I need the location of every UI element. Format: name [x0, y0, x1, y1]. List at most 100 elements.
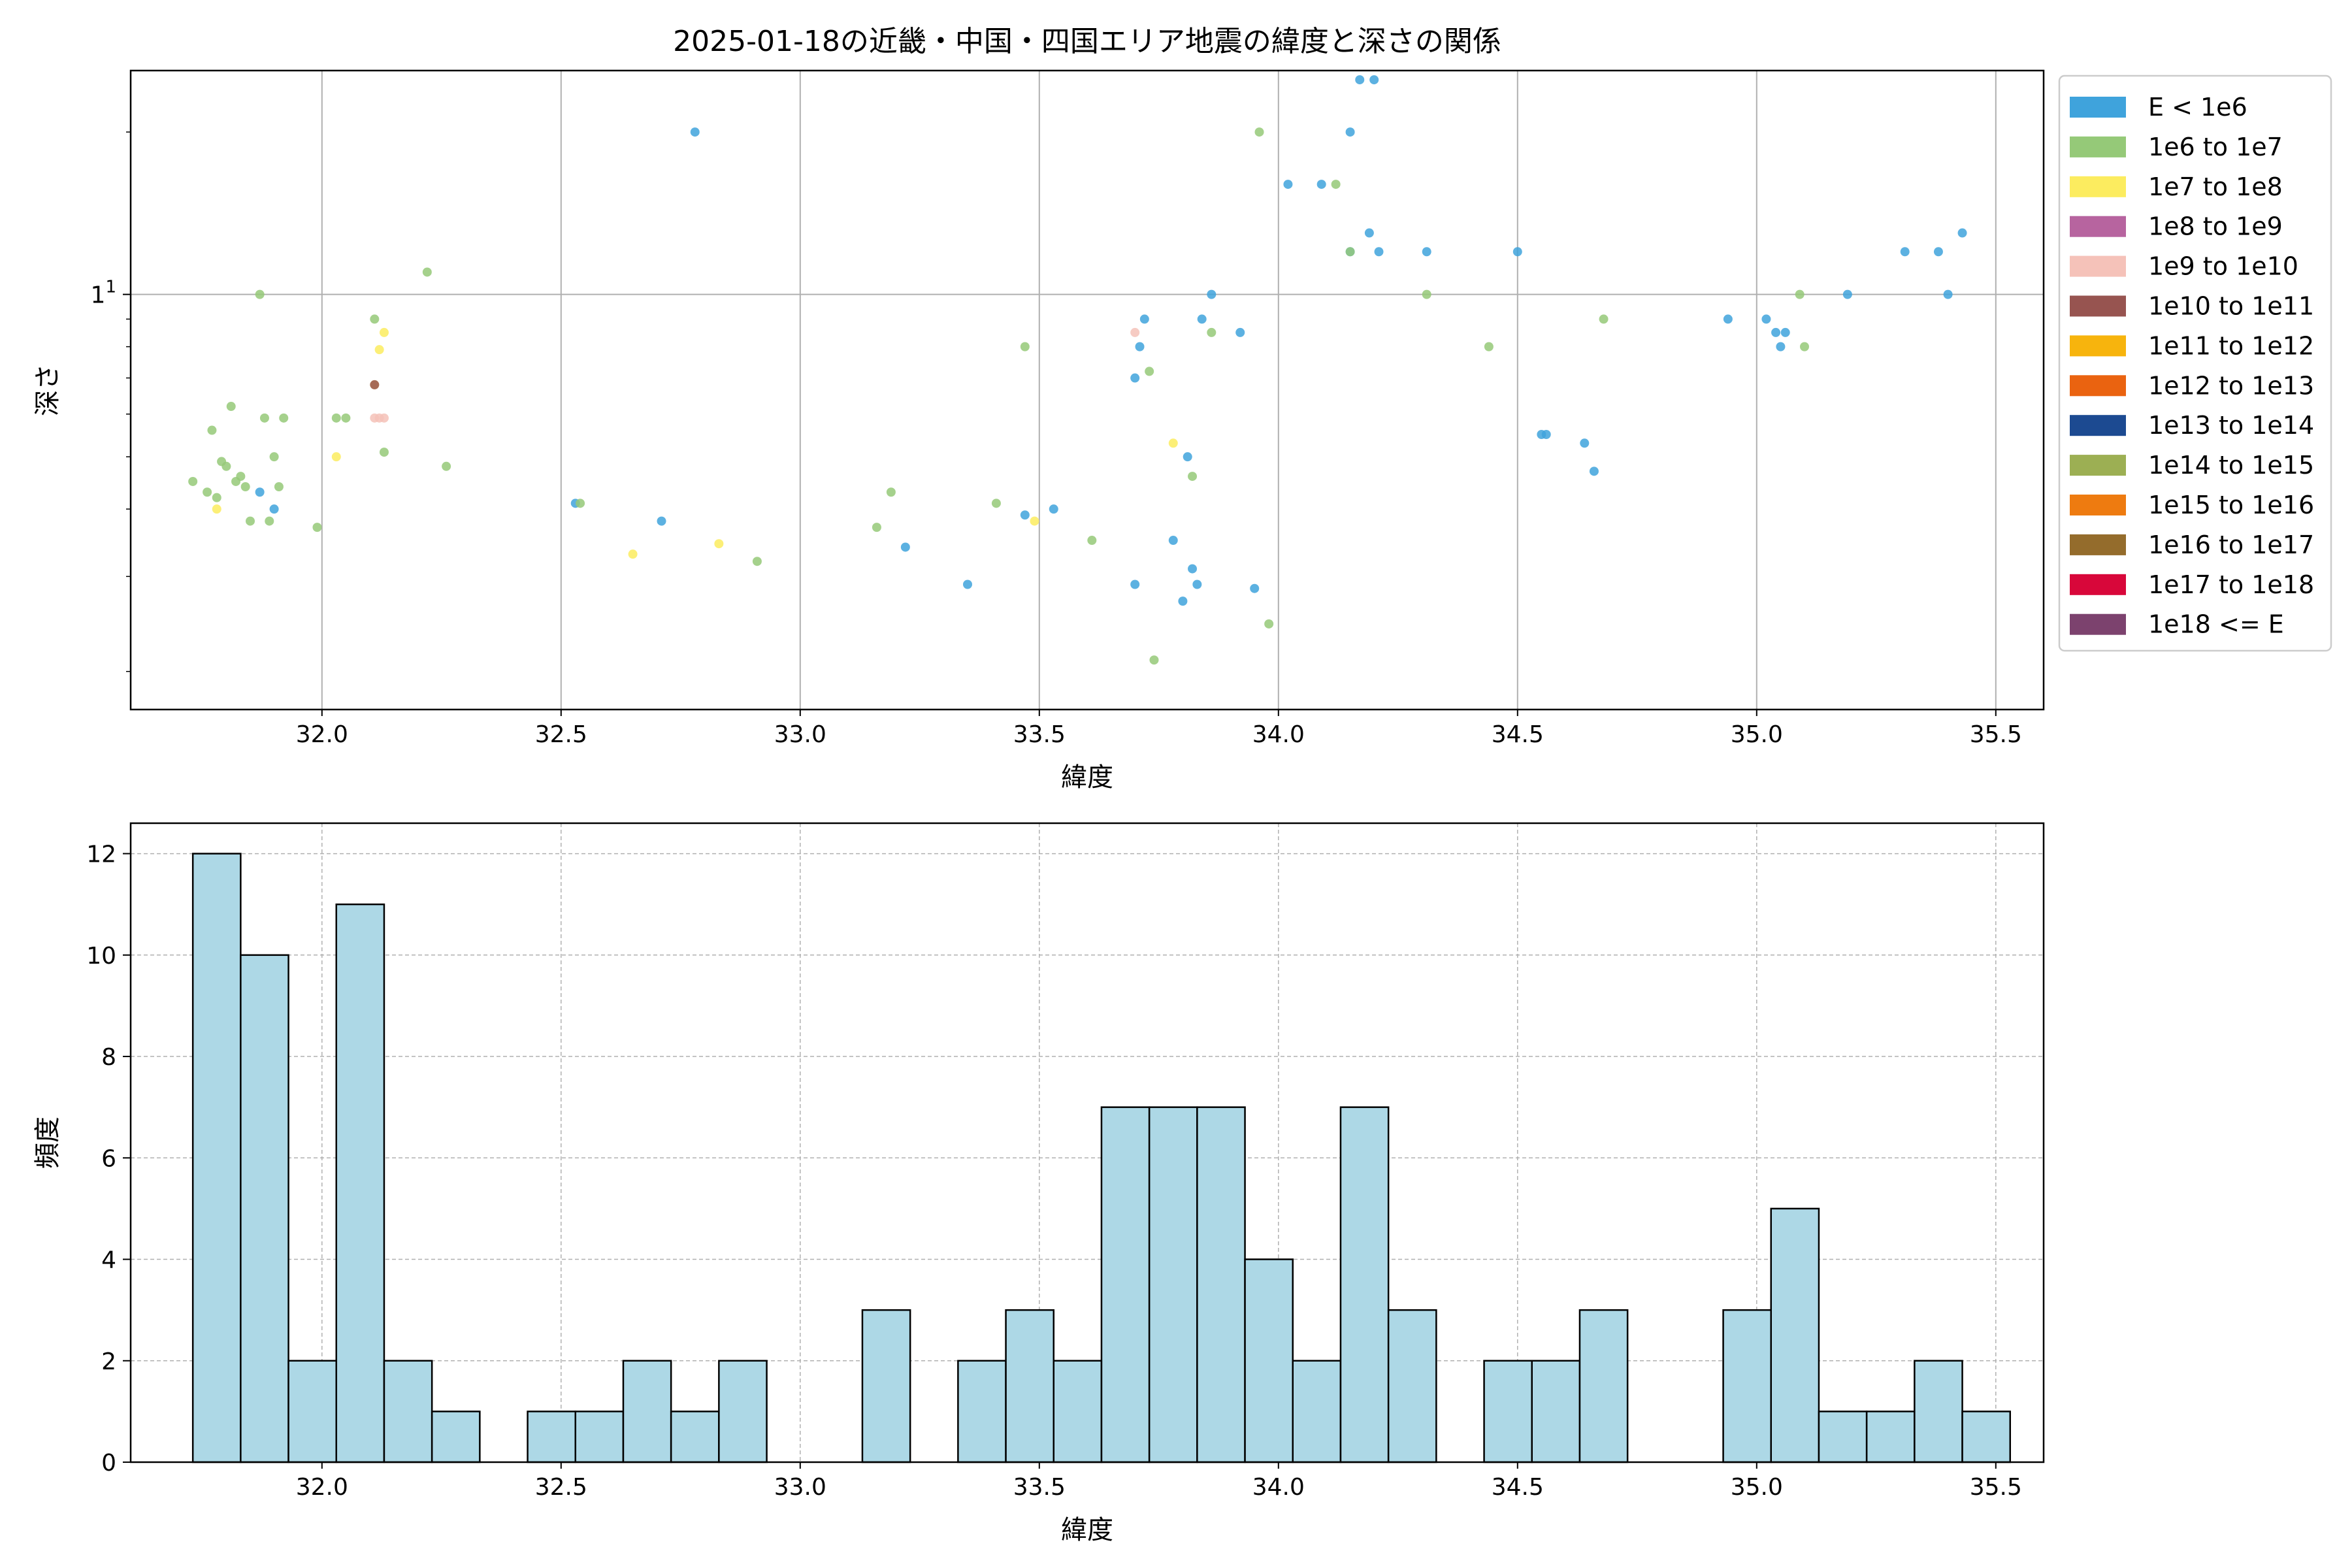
scatter-point — [1422, 247, 1431, 257]
legend-label: 1e10 to 1e11 — [2148, 292, 2314, 321]
scatter-y-label: 深さ — [33, 364, 63, 416]
scatter-point — [900, 542, 910, 552]
scatter-point — [1183, 452, 1192, 462]
scatter-point — [1780, 327, 1790, 337]
scatter-point — [1130, 373, 1140, 383]
histogram-bar — [1961, 1411, 2012, 1463]
histogram-x-tick-label: 32.5 — [535, 1474, 587, 1501]
scatter-point — [379, 413, 389, 423]
scatter-point — [1331, 180, 1341, 189]
scatter-point — [331, 413, 341, 423]
legend-swatch — [2070, 335, 2126, 357]
legend-swatch — [2070, 613, 2126, 635]
legend-label: 1e8 to 1e9 — [2148, 212, 2283, 241]
legend-label: 1e11 to 1e12 — [2148, 331, 2314, 360]
histogram-y-tick-label: 10 — [86, 943, 116, 970]
histogram-x-tick-label: 34.0 — [1252, 1474, 1305, 1501]
scatter-y-ticks: 11 — [91, 131, 131, 672]
histogram-bar — [1722, 1309, 1772, 1463]
legend-swatch — [2070, 255, 2126, 277]
scatter-x-tick-label: 33.5 — [1013, 721, 1066, 748]
histogram-x-ticks: 32.0 32.5 33.0 33.5 34.0 34.5 35.0 35.5 — [296, 1462, 2022, 1501]
legend-label: 1e17 to 1e18 — [2148, 570, 2314, 599]
scatter-point — [1842, 289, 1852, 299]
histogram-x-tick-label: 35.5 — [1970, 1474, 2022, 1501]
legend: E < 1e6 1e6 to 1e7 1e7 to 1e8 1e8 to 1e9 1e9… — [2058, 74, 2332, 652]
scatter-point — [886, 487, 896, 497]
scatter-x-ticks: 32.0 32.5 33.0 33.5 34.0 34.5 35.0 35.5 — [296, 710, 2022, 748]
histogram-y-ticks: 0 2 4 6 8 10 12 — [86, 841, 131, 1477]
scatter-x-tick-label: 34.0 — [1252, 721, 1305, 748]
scatter-point — [1192, 580, 1202, 589]
scatter-x-tick-label: 32.0 — [296, 721, 348, 748]
scatter-point — [312, 523, 322, 532]
histogram-y-tick-label: 2 — [101, 1348, 116, 1375]
histogram-panel: 32.0 32.5 33.0 33.5 34.0 34.5 35.0 35.5 0 2 4 6 8 10… — [33, 822, 2045, 1545]
scatter-point — [1130, 327, 1140, 337]
scatter-point — [1580, 438, 1590, 448]
histogram-frame — [129, 822, 2045, 1463]
histogram-bar — [1053, 1360, 1103, 1463]
scatter-point — [1020, 342, 1030, 351]
scatter-point — [212, 493, 221, 502]
legend-label: 1e7 to 1e8 — [2148, 172, 2283, 201]
scatter-point — [991, 498, 1001, 508]
scatter-point — [274, 482, 284, 492]
histogram-bar — [957, 1360, 1007, 1463]
scatter-point — [379, 448, 389, 457]
legend-swatch — [2070, 455, 2126, 476]
scatter-point — [1900, 247, 1910, 257]
scatter-point — [1235, 327, 1245, 337]
histogram-x-tick-label: 33.0 — [774, 1474, 826, 1501]
scatter-point — [1188, 472, 1198, 482]
scatter-point — [1030, 516, 1039, 526]
scatter-frame — [129, 69, 2045, 711]
scatter-point — [1188, 564, 1198, 574]
histogram-x-tick-label: 32.0 — [296, 1474, 348, 1501]
scatter-point — [1541, 429, 1551, 439]
legend-swatch — [2070, 415, 2126, 436]
legend-swatch — [2070, 375, 2126, 397]
histogram-bar — [240, 954, 289, 1463]
scatter-point — [1049, 504, 1058, 514]
scatter-point — [422, 267, 432, 277]
scatter-point — [1512, 247, 1522, 257]
scatter-point — [1484, 342, 1494, 351]
scatter-point — [1355, 75, 1365, 85]
histogram-bar — [1339, 1106, 1390, 1463]
legend-label: 1e16 to 1e17 — [2148, 531, 2314, 559]
scatter-point — [1800, 342, 1809, 351]
scatter-point — [1771, 327, 1781, 337]
scatter-point — [872, 523, 881, 532]
histogram-bar — [1865, 1411, 1916, 1463]
scatter-x-tick-label: 34.5 — [1492, 721, 1544, 748]
histogram-bar — [574, 1411, 625, 1463]
scatter-point — [240, 482, 250, 492]
scatter-point — [1364, 228, 1374, 238]
scatter-point — [1599, 314, 1609, 324]
scatter-point — [1207, 289, 1217, 299]
histogram-bar — [431, 1411, 481, 1463]
scatter-point — [442, 461, 451, 471]
scatter-point — [1933, 247, 1943, 257]
scatter-point — [1374, 247, 1384, 257]
scatter-point — [255, 289, 265, 299]
scatter-point — [255, 487, 265, 497]
legend-swatch — [2070, 495, 2126, 515]
legend-label: 1e14 to 1e15 — [2148, 451, 2314, 480]
histogram-bar — [1148, 1106, 1198, 1463]
scatter-point — [212, 504, 221, 514]
legend-label: 1e18 <= E — [2148, 610, 2284, 639]
scatter-point — [576, 498, 585, 508]
histogram-x-label: 緯度 — [1061, 1515, 1113, 1545]
scatter-point — [1254, 127, 1264, 137]
scatter-point — [379, 327, 389, 337]
scatter-x-tick-label: 32.5 — [535, 721, 587, 748]
scatter-point — [1345, 247, 1355, 257]
histogram-bar — [1292, 1360, 1342, 1463]
histogram-bar — [1818, 1411, 1868, 1463]
histogram-bar — [383, 1360, 433, 1463]
scatter-point — [1130, 580, 1140, 589]
histogram-bar — [1531, 1360, 1581, 1463]
